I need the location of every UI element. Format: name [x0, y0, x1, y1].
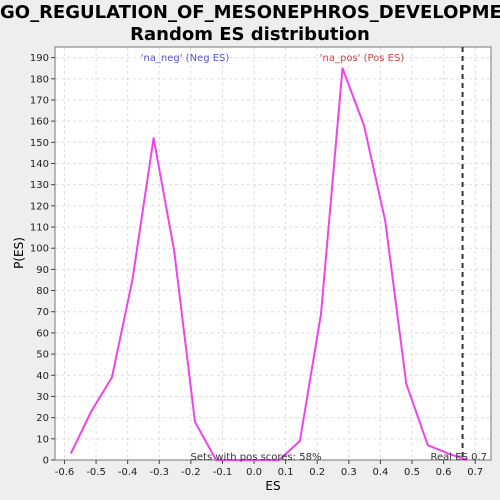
y-tick-label: 70: [36, 307, 49, 318]
y-axis-label: P(ES): [12, 237, 26, 269]
y-tick-label: 80: [36, 286, 49, 297]
y-tick-label: 100: [30, 244, 49, 255]
y-tick-label: 150: [30, 138, 49, 149]
x-tick-label: -0.4: [118, 467, 138, 478]
x-tick-label: -0.5: [86, 467, 106, 478]
es-distribution-line: [69, 67, 468, 461]
y-tick-label: 180: [30, 74, 49, 85]
sets-with-pos-label: Sets with pos scores: 58%: [191, 452, 322, 463]
plot-area: [55, 47, 491, 460]
x-axis-label: ES: [265, 479, 280, 493]
x-tick-label: 0.1: [278, 467, 294, 478]
y-tick-label: 90: [36, 265, 49, 276]
y-tick-label: 160: [30, 117, 49, 128]
chart-title-line-2: Random ES distribution: [130, 24, 370, 45]
y-tick-label: 140: [30, 159, 49, 170]
x-tick-label: 0.0: [246, 467, 262, 478]
x-tick-label: -0.1: [213, 467, 233, 478]
y-tick-label: 50: [36, 350, 49, 361]
x-tick-label: 0.3: [341, 467, 357, 478]
x-axis-ticks: -0.6 -0.5 -0.4 -0.3 -0.2 -0.1 0.0 0.1 0.2 0.3 0.4 0…: [55, 460, 483, 478]
y-axis-ticks: 0 10 20 30 40 50 60 70 80 90 100 110 120 130 140 150 160…: [30, 53, 55, 467]
y-tick-label: 0: [43, 456, 49, 467]
neg-es-label: 'na_neg' (Neg ES): [141, 53, 230, 64]
x-tick-label: -0.6: [55, 467, 75, 478]
x-tick-label: 0.6: [436, 467, 452, 478]
x-tick-label: 0.5: [404, 467, 420, 478]
y-tick-label: 120: [30, 201, 49, 212]
chart-title-line-1: GO_REGULATION_OF_MESONEPHROS_DEVELOPMENT…: [0, 2, 500, 23]
y-tick-label: 170: [30, 95, 49, 106]
x-tick-label: 0.2: [309, 467, 325, 478]
x-tick-label: 0.7: [467, 467, 483, 478]
y-tick-label: 20: [36, 413, 49, 424]
real-es-label: Real ES 0.7: [431, 452, 487, 463]
y-tick-label: 30: [36, 392, 49, 403]
y-tick-label: 190: [30, 53, 49, 64]
y-tick-label: 60: [36, 328, 49, 339]
x-tick-label: 0.4: [372, 467, 388, 478]
x-tick-label: -0.3: [150, 467, 170, 478]
x-tick-label: -0.2: [181, 467, 201, 478]
y-tick-label: 130: [30, 180, 49, 191]
pos-es-label: 'na_pos' (Pos ES): [320, 53, 405, 64]
y-tick-label: 10: [36, 434, 49, 445]
y-tick-label: 40: [36, 371, 49, 382]
y-tick-label: 110: [30, 223, 49, 234]
series-group: [69, 67, 468, 461]
